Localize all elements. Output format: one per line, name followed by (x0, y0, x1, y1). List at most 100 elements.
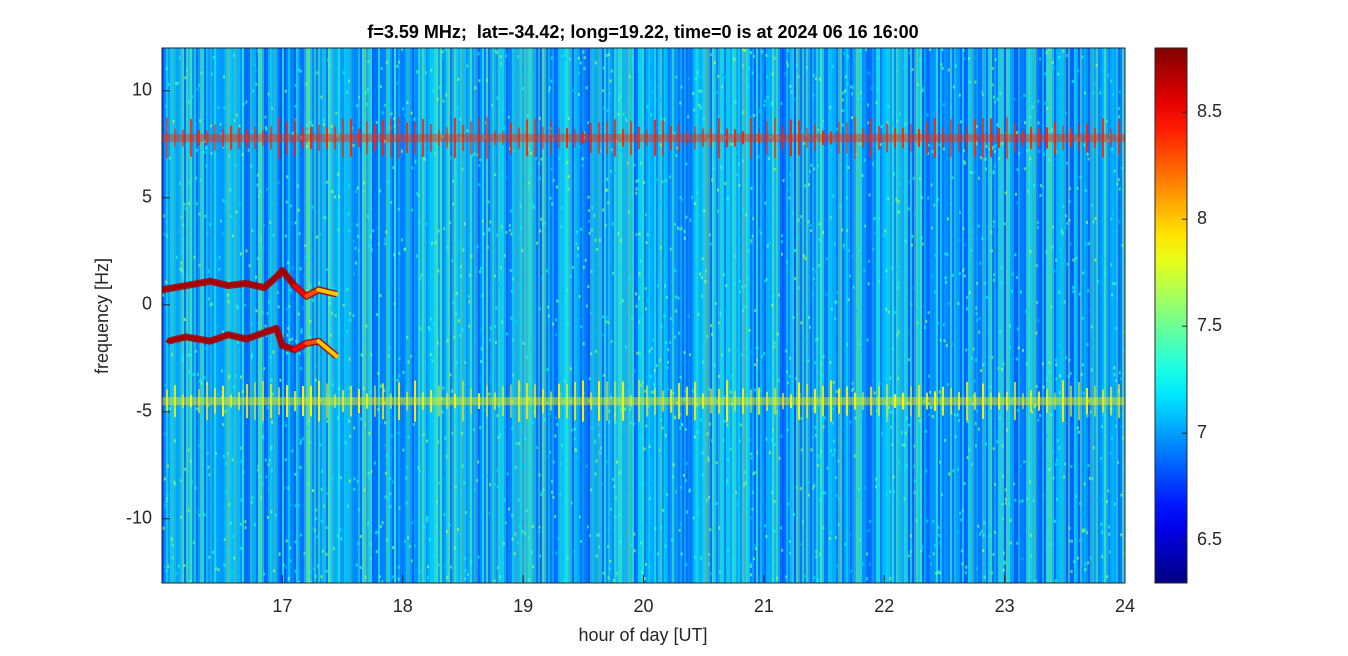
texture (183, 202, 186, 206)
texture (300, 135, 303, 139)
texture (394, 48, 396, 583)
texture (877, 279, 880, 283)
texture (247, 148, 250, 152)
texture (455, 361, 458, 365)
texture (820, 48, 822, 583)
texture (181, 250, 184, 254)
band-stripe (422, 392, 424, 410)
band-stripe (406, 122, 408, 153)
texture (497, 435, 500, 439)
texture (520, 225, 523, 229)
texture (730, 142, 733, 146)
texture (432, 48, 434, 583)
texture (641, 482, 644, 486)
texture (897, 200, 900, 204)
texture (454, 48, 456, 583)
texture (704, 279, 707, 283)
texture (724, 309, 727, 313)
texture (270, 378, 273, 382)
texture (968, 448, 971, 452)
texture (1094, 217, 1097, 221)
texture (607, 320, 610, 324)
texture (189, 459, 192, 463)
band-stripe (966, 125, 968, 151)
band-stripe (598, 122, 600, 154)
texture (417, 466, 420, 470)
texture (230, 215, 233, 219)
texture (354, 246, 357, 250)
texture (975, 409, 978, 413)
texture (678, 227, 681, 231)
texture (721, 85, 724, 89)
texture (726, 457, 729, 461)
texture (415, 254, 418, 258)
texture (810, 48, 812, 583)
texture (851, 255, 854, 259)
texture (1110, 217, 1113, 221)
texture (605, 320, 608, 324)
band-stripe (190, 394, 192, 408)
texture (755, 116, 758, 120)
texture (766, 260, 769, 264)
texture (499, 266, 502, 270)
x-tick-label: 18 (393, 596, 413, 616)
texture (747, 85, 750, 89)
texture (200, 48, 202, 583)
texture (830, 48, 832, 583)
texture (383, 139, 386, 143)
texture (946, 253, 949, 257)
texture (733, 97, 736, 101)
texture (1009, 288, 1012, 292)
texture (750, 48, 752, 583)
texture (452, 48, 454, 583)
texture (432, 89, 435, 93)
texture (824, 491, 827, 495)
texture (619, 148, 622, 152)
texture (325, 526, 328, 530)
texture (1013, 482, 1016, 486)
texture (1028, 430, 1031, 434)
texture (928, 555, 931, 559)
texture (717, 209, 720, 213)
texture (809, 224, 812, 228)
texture (614, 48, 616, 583)
texture (426, 48, 428, 583)
texture (326, 268, 329, 272)
texture (924, 326, 927, 330)
texture (1065, 111, 1068, 115)
texture (311, 205, 314, 209)
band-stripe (998, 392, 1000, 410)
band-stripe (166, 117, 168, 159)
texture (902, 48, 904, 583)
texture (858, 342, 861, 346)
texture (193, 394, 196, 398)
texture (305, 144, 308, 148)
band-stripe (526, 383, 528, 420)
texture (1000, 265, 1003, 269)
texture (867, 121, 870, 125)
texture (594, 472, 597, 476)
texture (648, 445, 651, 449)
texture (625, 117, 628, 121)
texture (833, 439, 836, 443)
texture (648, 48, 650, 583)
texture (594, 238, 597, 242)
texture (613, 172, 616, 176)
texture (566, 556, 569, 560)
texture (998, 157, 1001, 161)
texture (406, 101, 409, 105)
texture (297, 208, 300, 212)
texture (696, 191, 699, 195)
texture (591, 205, 594, 209)
texture (820, 411, 823, 415)
band-stripe (734, 129, 736, 147)
texture (802, 48, 804, 583)
texture (271, 107, 274, 111)
texture (581, 164, 584, 168)
texture (664, 433, 667, 437)
texture (676, 146, 679, 150)
band-stripe (334, 394, 336, 408)
band-stripe (406, 391, 408, 411)
texture (896, 377, 899, 381)
texture (790, 90, 793, 94)
